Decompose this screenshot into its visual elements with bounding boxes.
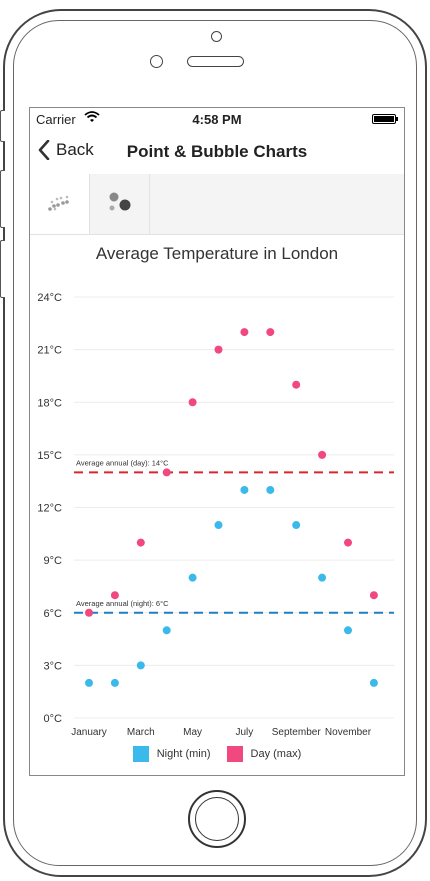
- night-point: [188, 573, 197, 582]
- legend-label-night: Night (min): [156, 748, 211, 760]
- mute-switch: [0, 110, 5, 142]
- average-line-label: Average annual (night): 6°C: [76, 599, 169, 608]
- volume-down-button: [0, 240, 5, 298]
- tab-scatter[interactable]: [30, 174, 90, 234]
- y-tick-label: 9°C: [44, 555, 63, 567]
- clock: 4:58 PM: [192, 112, 242, 127]
- bubble-chart-icon: [109, 192, 131, 211]
- legend-item-day[interactable]: Day (max): [226, 746, 302, 762]
- y-tick-label: 6°C: [44, 608, 63, 620]
- day-point: [136, 538, 145, 547]
- x-tick-label: July: [236, 727, 254, 738]
- chevron-left-icon: [38, 140, 50, 160]
- earpiece-speaker: [187, 56, 244, 67]
- day-point: [344, 538, 352, 547]
- wifi-icon: [84, 111, 100, 126]
- day-point: [369, 591, 378, 600]
- back-button[interactable]: Back: [38, 140, 94, 160]
- legend-item-night[interactable]: Night (min): [132, 746, 211, 762]
- day-point: [85, 608, 93, 617]
- night-point: [266, 485, 275, 494]
- y-tick-label: 15°C: [37, 450, 62, 462]
- day-point: [214, 345, 223, 354]
- volume-up-button: [0, 170, 5, 228]
- average-line-label: Average annual (day): 14°C: [76, 458, 169, 467]
- proximity-sensor: [150, 55, 163, 68]
- day-point: [318, 450, 327, 459]
- y-tick-label: 3°C: [44, 660, 63, 672]
- legend-swatch-night: [132, 746, 149, 762]
- page-title: Point & Bubble Charts: [126, 142, 308, 161]
- night-point: [162, 626, 171, 635]
- y-tick-label: 18°C: [37, 397, 62, 409]
- x-tick-label: November: [325, 727, 372, 738]
- home-button[interactable]: [188, 790, 246, 848]
- night-point: [136, 661, 145, 670]
- night-point: [110, 678, 119, 687]
- day-point: [188, 398, 197, 407]
- night-point: [344, 626, 352, 635]
- x-tick-label: March: [127, 727, 155, 738]
- y-tick-label: 0°C: [44, 713, 63, 725]
- y-tick-label: 24°C: [37, 292, 62, 304]
- chart-type-tabs: [30, 174, 404, 235]
- y-tick-label: 21°C: [37, 345, 62, 357]
- night-point: [240, 485, 249, 494]
- legend-swatch-day: [226, 746, 243, 762]
- scatter-chart-icon: [48, 195, 69, 211]
- navigation-bar: Back Point & Bubble Charts: [30, 130, 404, 175]
- x-tick-label: May: [183, 727, 202, 738]
- chart-title: Average Temperature in London: [95, 244, 339, 263]
- y-tick-label: 12°C: [37, 503, 62, 515]
- day-point: [266, 328, 275, 337]
- day-point: [292, 380, 301, 389]
- chart-legend: Night (min) Day (max): [30, 746, 404, 762]
- night-point: [318, 573, 327, 582]
- tab-bubble[interactable]: [90, 174, 150, 234]
- scatter-chart: 0°C 3°C 6°C 9°C 12°C 15°C 18°C 21°C 24°C January M…: [37, 292, 394, 738]
- chart-area: Average Temperature in London 0°C 3°C 6°C 9…: [30, 234, 404, 775]
- home-button-ring: [195, 797, 239, 841]
- night-point: [85, 678, 93, 687]
- phone-bezel: [13, 20, 417, 866]
- night-point: [292, 521, 301, 530]
- front-camera: [211, 31, 222, 42]
- legend-label-day: Day (max): [250, 748, 302, 760]
- status-bar: Carrier 4:58 PM: [30, 108, 404, 130]
- day-point: [110, 591, 119, 600]
- day-point: [162, 468, 171, 477]
- day-point: [240, 328, 249, 337]
- back-label: Back: [56, 140, 94, 159]
- x-tick-label: January: [71, 727, 107, 738]
- x-tick-label: September: [272, 727, 322, 738]
- carrier-label: Carrier: [36, 112, 76, 127]
- night-point: [369, 678, 378, 687]
- screen: Carrier 4:58 PM Back Point & Bubble Char…: [29, 107, 405, 776]
- night-point: [214, 521, 223, 530]
- battery-icon: [372, 114, 398, 124]
